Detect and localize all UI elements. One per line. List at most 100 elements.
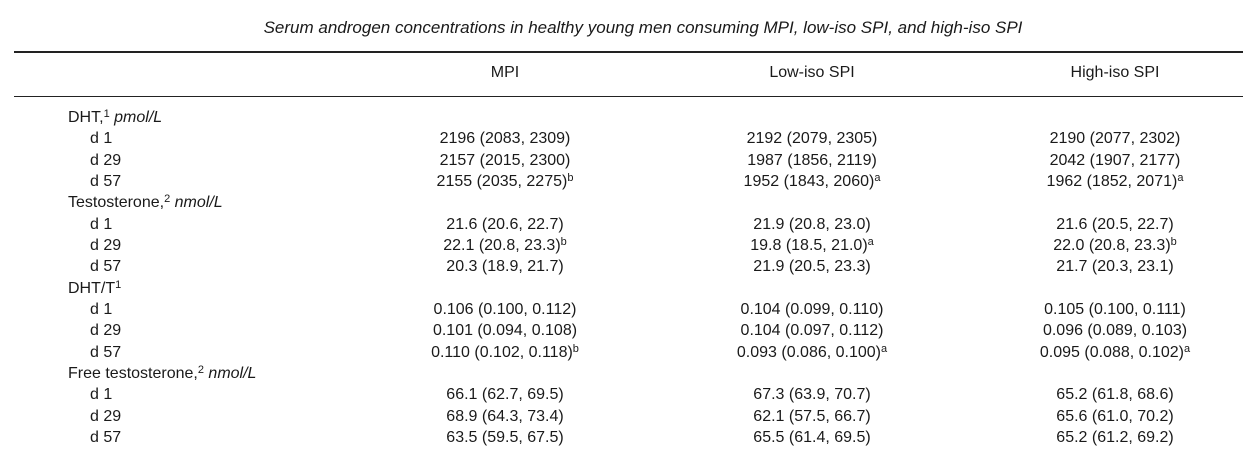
cell-value: 63.5 (59.5, 67.5)	[446, 428, 564, 446]
row-label: d 1	[90, 386, 113, 404]
table-cell: 2190 (2077, 2302)	[1050, 129, 1181, 149]
row-label: d 1	[90, 130, 113, 148]
group-name: DHT/T	[68, 279, 116, 297]
cell-value: 1987 (1856, 2119)	[747, 151, 877, 169]
table-cell: 20.3 (18.9, 21.7)	[446, 257, 563, 277]
cell-value: 2190 (2077, 2302)	[1049, 130, 1181, 148]
significance-mark: b	[567, 171, 574, 184]
cell-value: 65.2 (61.2, 69.2)	[1056, 428, 1174, 446]
significance-mark: b	[572, 342, 579, 355]
table-cell: 21.6 (20.6, 22.7)	[446, 215, 563, 235]
table-title: Serum androgen concentrations in healthy…	[263, 18, 1023, 37]
row-label: d 57	[90, 428, 122, 446]
footnote-mark: 2	[164, 193, 171, 206]
cell-value: 65.6 (61.0, 70.2)	[1056, 407, 1174, 425]
table-cell: 2042 (1907, 2177)	[1050, 151, 1181, 171]
table-cell: 65.5 (61.4, 69.5)	[753, 428, 870, 448]
footnote-mark: 1	[103, 108, 110, 120]
footnote-mark: 2	[197, 363, 204, 376]
row-label: d 1	[90, 215, 113, 233]
cell-value: 21.7 (20.3, 23.1)	[1056, 258, 1174, 276]
table-cell: 0.093 (0.086, 0.100)a	[737, 343, 887, 363]
row-label: d 57	[90, 172, 122, 190]
cell-value: 2192 (2079, 2305)	[746, 130, 878, 148]
cell-value: 2155 (2035, 2275)	[436, 172, 568, 190]
table-cell: 0.104 (0.099, 0.110)	[741, 300, 884, 320]
cell-value: 0.096 (0.089, 0.103)	[1042, 322, 1188, 340]
group-label: DHT,1 pmol/L	[68, 108, 162, 128]
table-cell: 66.1 (62.7, 69.5)	[446, 385, 563, 405]
footnote-mark: 1	[115, 278, 122, 291]
table-cell: 1952 (1843, 2060)a	[744, 172, 881, 192]
table-cell: 65.2 (61.2, 69.2)	[1056, 428, 1173, 448]
unit: nmol/L	[174, 194, 223, 212]
table-cell: 21.9 (20.8, 23.0)	[753, 215, 870, 235]
row-label: d 29	[90, 407, 122, 425]
unit: pmol/L	[114, 109, 163, 126]
significance-mark: a	[867, 235, 874, 248]
table-cell: 1987 (1856, 2119)	[747, 151, 877, 171]
cell-value: 2196 (2083, 2309)	[439, 130, 571, 148]
cell-value: 21.9 (20.8, 23.0)	[753, 215, 871, 233]
column-header: MPI	[490, 64, 520, 81]
table-cell: 21.7 (20.3, 23.1)	[1056, 257, 1173, 277]
table-cell: 0.105 (0.100, 0.111)	[1044, 300, 1186, 320]
row-label: d 29	[90, 322, 122, 340]
table-cell: 0.110 (0.102, 0.118)b	[431, 343, 579, 363]
cell-value: 0.104 (0.099, 0.110)	[740, 300, 884, 318]
table-cell: 0.096 (0.089, 0.103)	[1043, 321, 1187, 341]
row-label: d 57	[90, 258, 122, 276]
cell-value: 2157 (2015, 2300)	[439, 151, 571, 169]
significance-mark: b	[1170, 235, 1177, 248]
table-cell: 21.9 (20.5, 23.3)	[753, 257, 870, 277]
cell-value: 19.8 (18.5, 21.0)	[750, 236, 868, 254]
cell-value: 62.1 (57.5, 66.7)	[753, 407, 871, 425]
table-cell: 2196 (2083, 2309)	[440, 129, 571, 149]
cell-value: 22.0 (20.8, 23.3)	[1053, 236, 1171, 254]
table-cell: 68.9 (64.3, 73.4)	[446, 407, 563, 427]
table-cell: 0.101 (0.094, 0.108)	[433, 321, 577, 341]
cell-value: 0.110 (0.102, 0.118)	[431, 343, 573, 361]
cell-value: 1962 (1852, 2071)	[1046, 172, 1178, 190]
table-cell: 2155 (2035, 2275)b	[437, 172, 574, 192]
top-rule	[14, 51, 1243, 53]
cell-value: 22.1 (20.8, 23.3)	[443, 236, 561, 254]
table-cell: 1962 (1852, 2071)a	[1047, 172, 1184, 192]
table-cell: 63.5 (59.5, 67.5)	[446, 428, 563, 448]
cell-value: 0.101 (0.094, 0.108)	[432, 322, 578, 340]
table-cell: 21.6 (20.5, 22.7)	[1056, 215, 1173, 235]
column-header: High-iso SPI	[1070, 64, 1160, 81]
group-name: DHT,	[68, 109, 104, 126]
table-cell: 67.3 (63.9, 70.7)	[753, 385, 870, 405]
significance-mark: a	[874, 171, 881, 184]
significance-mark: a	[880, 342, 888, 355]
row-label: d 29	[90, 151, 122, 169]
table-cell: 22.0 (20.8, 23.3)b	[1053, 236, 1177, 256]
table-cell: 65.2 (61.8, 68.6)	[1056, 385, 1173, 405]
row-label: d 29	[90, 236, 122, 254]
row-label: d 1	[90, 300, 113, 318]
table-cell: 19.8 (18.5, 21.0)a	[750, 236, 874, 256]
group-name: Testosterone,	[68, 194, 165, 212]
cell-value: 65.2 (61.8, 68.6)	[1056, 386, 1174, 404]
cell-value: 0.095 (0.088, 0.102)	[1039, 343, 1184, 361]
cell-value: 0.105 (0.100, 0.111)	[1044, 300, 1186, 318]
cell-value: 0.106 (0.100, 0.112)	[433, 300, 577, 318]
column-header: Low-iso SPI	[769, 64, 855, 81]
cell-value: 21.6 (20.6, 22.7)	[446, 215, 564, 233]
table-cell: 2192 (2079, 2305)	[747, 129, 878, 149]
cell-value: 66.1 (62.7, 69.5)	[446, 386, 564, 404]
group-label: DHT/T1	[68, 279, 121, 299]
table-cell: 22.1 (20.8, 23.3)b	[443, 236, 567, 256]
significance-mark: a	[1177, 171, 1184, 184]
group-label: Free testosterone,2 nmol/L	[68, 364, 256, 384]
cell-value: 0.093 (0.086, 0.100)	[736, 343, 881, 361]
row-label: d 57	[90, 343, 122, 361]
cell-value: 20.3 (18.9, 21.7)	[446, 258, 564, 276]
table-cell: 0.106 (0.100, 0.112)	[434, 300, 577, 320]
unit: nmol/L	[208, 364, 257, 382]
header-rule	[14, 96, 1243, 97]
group-label: Testosterone,2 nmol/L	[68, 193, 223, 213]
table-cell: 0.095 (0.088, 0.102)a	[1040, 343, 1190, 363]
